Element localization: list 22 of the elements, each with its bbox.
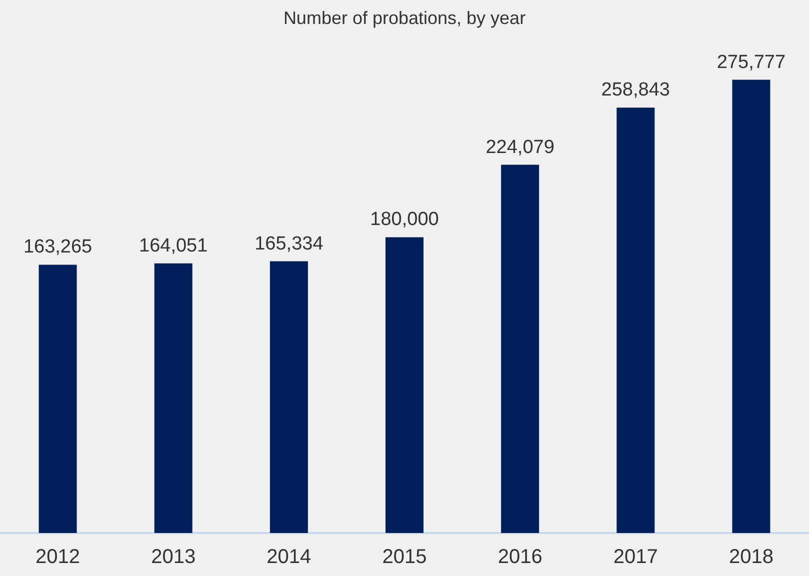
data-label: 224,079 — [486, 136, 554, 158]
x-tick-label: 2013 — [151, 546, 196, 568]
x-tick-label: 2015 — [382, 546, 427, 568]
bar — [501, 164, 540, 533]
x-tick-label: 2017 — [613, 546, 658, 568]
bar — [154, 263, 192, 533]
data-label: 163,265 — [23, 236, 92, 258]
bar — [386, 237, 424, 533]
bar — [270, 261, 308, 533]
x-tick-label: 2012 — [36, 546, 80, 568]
x-tick-label: 2018 — [728, 546, 774, 568]
data-label: 258,843 — [601, 80, 670, 101]
bar — [616, 108, 655, 533]
x-tick-label: 2016 — [498, 546, 542, 568]
data-label: 164,051 — [139, 235, 208, 256]
chart-title: Number of probations, by year — [283, 8, 526, 28]
data-label: 275,777 — [716, 52, 786, 73]
bar — [732, 80, 770, 533]
x-tick-label: 2014 — [266, 546, 312, 568]
bar — [38, 264, 77, 533]
data-label: 180,000 — [370, 209, 439, 230]
data-label: 165,334 — [254, 233, 324, 254]
